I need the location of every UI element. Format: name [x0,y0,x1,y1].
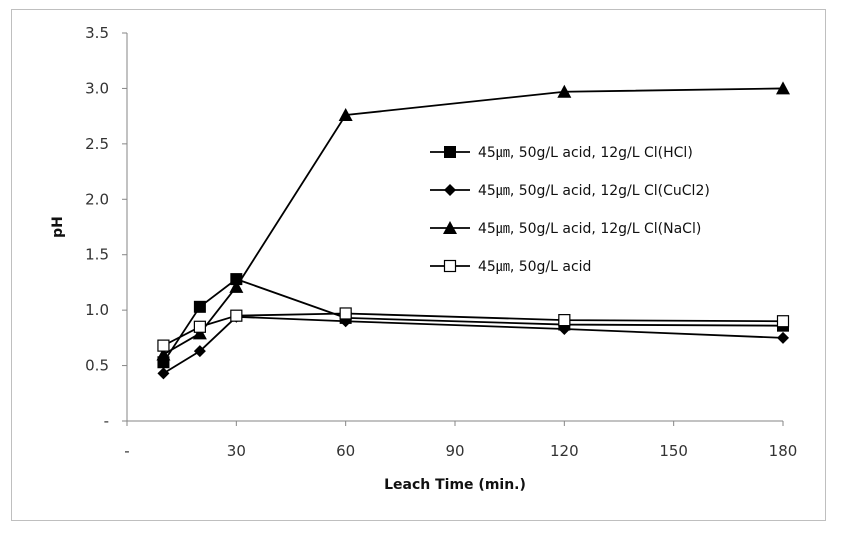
x-tick-label: 120 [550,442,579,460]
y-tick-label: 0.5 [85,357,109,375]
legend: 45㎛, 50g/L acid, 12g/L Cl(HCl) 45㎛, 50g/L… [430,145,710,275]
y-tick-label: 2.0 [85,190,109,208]
y-tick-label: 2.5 [85,135,109,153]
y-axis-title: pH [50,216,66,238]
data-point [193,320,206,333]
data-point [193,345,206,358]
data-point [777,331,789,344]
data-point [157,339,170,352]
data-point [157,367,170,380]
x-tick-label: - [124,442,129,460]
legend-marker [444,146,456,158]
legend-item: 45㎛, 50g/L acid, 12g/L Cl(HCl) [430,145,693,161]
data-point [339,307,352,320]
data-point [557,84,572,98]
data-point [230,309,243,322]
y-tick-label: 1.5 [85,246,109,264]
data-point [229,279,244,293]
legend-marker [443,259,457,273]
data-point [156,347,171,361]
data-point [192,326,207,340]
x-tick-label: 60 [336,442,355,460]
legend-item: 45㎛, 50g/L acid, 12g/L Cl(NaCl) [430,221,701,237]
y-tick-label: 1.0 [85,301,109,319]
legend-label: 45㎛, 50g/L acid [478,259,591,275]
ticks [122,32,784,426]
data-point [193,300,206,313]
legend-label: 45㎛, 50g/L acid, 12g/L Cl(NaCl) [478,221,701,237]
legend-label: 45㎛, 50g/L acid, 12g/L Cl(HCl) [478,145,693,161]
legend-item: 45㎛, 50g/L acid [430,259,591,275]
tick-labels: - 0.5 1.0 1.5 2.0 2.5 3.0 3.5 - 30 60 90 120 150 180 [85,24,797,460]
x-axis-title: Leach Time (min.) [384,477,526,493]
series-line-2 [162,315,784,375]
legend-marker [444,184,456,196]
legend-marker [443,221,457,234]
y-tick-label: 3.5 [85,24,109,42]
y-tick-label: 3.0 [85,79,109,97]
data-point [338,108,353,122]
data-point [776,81,790,95]
data-point [230,273,243,286]
series-line-3 [162,87,784,356]
data-point [776,315,790,328]
x-tick-label: 180 [769,442,798,460]
chart-frame [11,9,826,521]
x-tick-label: 90 [445,442,464,460]
y-tick-label: - [104,412,109,430]
series-line-1 [162,278,784,363]
x-tick-label: 30 [227,442,246,460]
data-point [558,314,571,327]
x-tick-label: 150 [659,442,688,460]
legend-item: 45㎛, 50g/L acid, 12g/L Cl(CuCl2) [430,183,710,199]
series-markers [156,81,790,380]
legend-label: 45㎛, 50g/L acid, 12g/L Cl(CuCl2) [478,183,710,199]
